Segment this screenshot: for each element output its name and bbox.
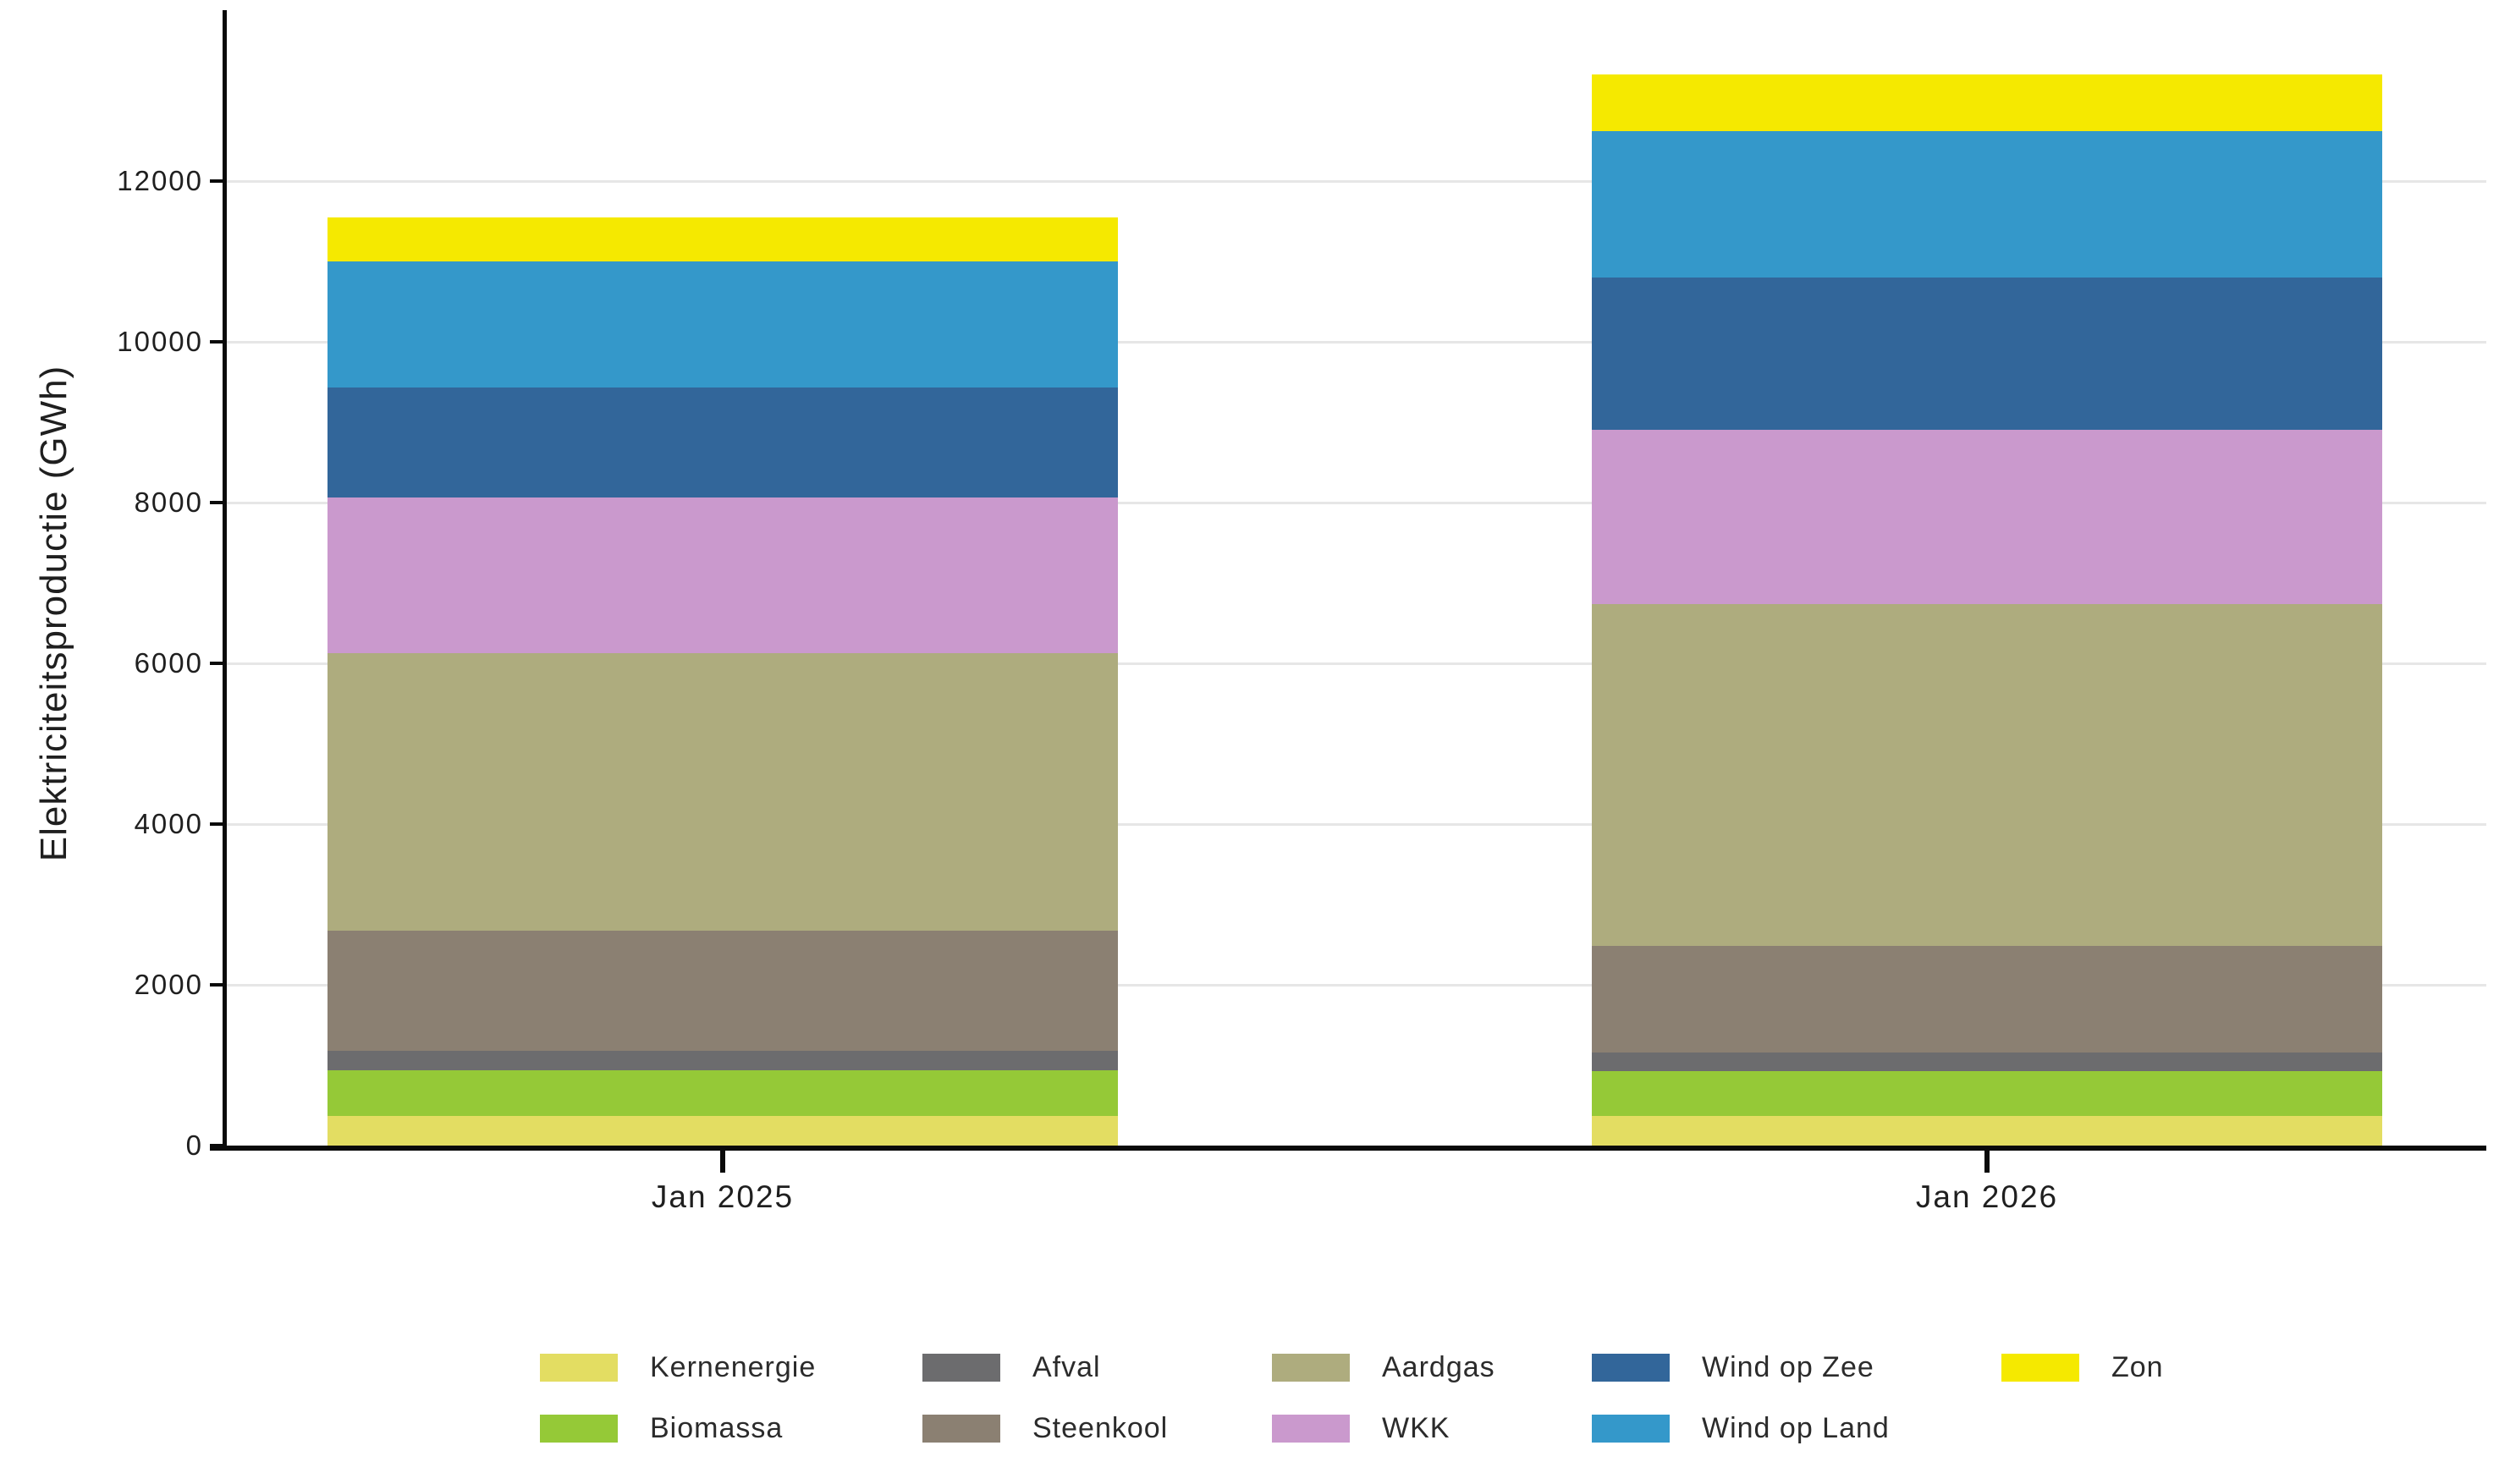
bar-segment-steenkool-jan-2026 bbox=[1592, 946, 2382, 1053]
bar-segment-biomassa-jan-2025 bbox=[328, 1069, 1118, 1116]
legend-item-wind-op-land: Wind op Land bbox=[1592, 1412, 1890, 1445]
gridline-2000 bbox=[226, 983, 2486, 987]
legend-swatch-zon bbox=[2001, 1354, 2079, 1382]
legend-item-zon: Zon bbox=[2001, 1351, 2164, 1384]
legend-column-2: Afval Steenkool bbox=[922, 1351, 1168, 1445]
legend-label-afval: Afval bbox=[1032, 1351, 1101, 1383]
bar-segment-wind-op-zee-jan-2026 bbox=[1592, 277, 2382, 430]
legend-item-afval: Afval bbox=[922, 1351, 1168, 1384]
legend-item-biomassa: Biomassa bbox=[540, 1412, 816, 1445]
gridline-6000 bbox=[226, 662, 2486, 665]
y-axis-tick-6000 bbox=[210, 662, 225, 665]
legend-swatch-wind-op-land bbox=[1592, 1415, 1670, 1443]
legend-item-wind-op-zee: Wind op Zee bbox=[1592, 1351, 1890, 1384]
legend-swatch-wkk bbox=[1272, 1415, 1350, 1443]
bar-segment-wind-op-zee-jan-2025 bbox=[328, 387, 1118, 498]
legend-label-wkk: WKK bbox=[1382, 1412, 1450, 1444]
gridline-10000 bbox=[226, 340, 2486, 344]
y-tick-label-12000: 12000 bbox=[117, 165, 203, 196]
x-tick-label-jan-2026: Jan 2026 bbox=[1915, 1179, 2059, 1214]
gridline-12000 bbox=[226, 179, 2486, 183]
legend-swatch-afval bbox=[922, 1354, 1000, 1382]
x-tick-label-jan-2025: Jan 2025 bbox=[651, 1179, 795, 1214]
legend-swatch-biomassa bbox=[540, 1415, 618, 1443]
legend-label-biomassa: Biomassa bbox=[650, 1412, 784, 1444]
x-axis-tick-jan-2025 bbox=[720, 1151, 725, 1173]
gridline-4000 bbox=[226, 822, 2486, 826]
y-tick-label-10000: 10000 bbox=[117, 326, 203, 357]
bar-segment-wkk-jan-2025 bbox=[328, 497, 1118, 653]
legend-column-4: Wind op Zee Wind op Land bbox=[1592, 1351, 1890, 1445]
y-axis-line bbox=[223, 10, 227, 1151]
legend-item-wkk: WKK bbox=[1272, 1412, 1495, 1445]
legend-label-wind-op-land: Wind op Land bbox=[1702, 1412, 1890, 1444]
legend-label-steenkool: Steenkool bbox=[1032, 1412, 1169, 1444]
y-axis-title: Elektriciteitsproductie (GWh) bbox=[33, 365, 74, 862]
bar-segment-kernenergie-jan-2025 bbox=[328, 1115, 1118, 1146]
bar-segment-aardgas-jan-2026 bbox=[1592, 603, 2382, 947]
y-axis-tick-12000 bbox=[210, 179, 225, 183]
y-axis-tick-8000 bbox=[210, 501, 225, 504]
bar-jan-2025 bbox=[328, 217, 1118, 1146]
bar-segment-kernenergie-jan-2026 bbox=[1592, 1115, 2382, 1146]
bar-segment-biomassa-jan-2026 bbox=[1592, 1070, 2382, 1116]
y-tick-label-0: 0 bbox=[185, 1129, 203, 1161]
legend-swatch-wind-op-zee bbox=[1592, 1354, 1670, 1382]
legend-item-aardgas: Aardgas bbox=[1272, 1351, 1495, 1384]
legend-swatch-aardgas bbox=[1272, 1354, 1350, 1382]
y-axis-tick-2000 bbox=[210, 983, 225, 987]
x-axis-line bbox=[210, 1146, 2486, 1151]
legend-column-3: Aardgas WKK bbox=[1272, 1351, 1495, 1445]
bar-segment-afval-jan-2026 bbox=[1592, 1052, 2382, 1071]
bar-segment-aardgas-jan-2025 bbox=[328, 652, 1118, 932]
gridline-8000 bbox=[226, 501, 2486, 504]
y-tick-label-4000: 4000 bbox=[134, 808, 203, 839]
legend-swatch-kernenergie bbox=[540, 1354, 618, 1382]
bar-segment-wind-op-land-jan-2026 bbox=[1592, 131, 2382, 278]
legend-label-zon: Zon bbox=[2111, 1351, 2164, 1383]
legend-column-5: Zon bbox=[2001, 1351, 2164, 1384]
legend-item-kernenergie: Kernenergie bbox=[540, 1351, 816, 1384]
bar-jan-2026 bbox=[1592, 74, 2382, 1146]
y-tick-label-8000: 8000 bbox=[134, 486, 203, 518]
x-axis-tick-jan-2026 bbox=[1984, 1151, 1990, 1173]
bar-segment-zon-jan-2026 bbox=[1592, 74, 2382, 132]
y-axis-tick-4000 bbox=[210, 822, 225, 826]
legend-swatch-steenkool bbox=[922, 1415, 1000, 1443]
legend-column-1: Kernenergie Biomassa bbox=[540, 1351, 816, 1445]
legend-label-kernenergie: Kernenergie bbox=[650, 1351, 817, 1383]
bar-segment-wind-op-land-jan-2025 bbox=[328, 261, 1118, 388]
legend-label-wind-op-zee: Wind op Zee bbox=[1702, 1351, 1874, 1383]
y-tick-label-2000: 2000 bbox=[134, 969, 203, 1000]
bar-segment-wkk-jan-2026 bbox=[1592, 429, 2382, 604]
bar-segment-steenkool-jan-2025 bbox=[328, 931, 1118, 1051]
bar-segment-zon-jan-2025 bbox=[328, 217, 1118, 261]
legend-label-aardgas: Aardgas bbox=[1382, 1351, 1495, 1383]
y-tick-label-6000: 6000 bbox=[134, 647, 203, 679]
bar-segment-afval-jan-2025 bbox=[328, 1050, 1118, 1070]
y-axis-tick-10000 bbox=[210, 340, 225, 344]
legend-item-steenkool: Steenkool bbox=[922, 1412, 1168, 1445]
